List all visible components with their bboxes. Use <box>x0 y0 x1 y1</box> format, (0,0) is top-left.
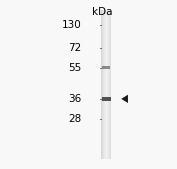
FancyBboxPatch shape <box>102 66 110 69</box>
FancyBboxPatch shape <box>108 10 109 159</box>
FancyBboxPatch shape <box>102 10 103 159</box>
Text: 55: 55 <box>68 63 81 73</box>
Polygon shape <box>121 95 128 103</box>
Text: 28: 28 <box>68 114 81 124</box>
FancyBboxPatch shape <box>105 10 106 159</box>
Text: 72: 72 <box>68 43 81 53</box>
FancyBboxPatch shape <box>101 10 111 159</box>
FancyBboxPatch shape <box>103 10 104 159</box>
FancyBboxPatch shape <box>104 10 105 159</box>
FancyBboxPatch shape <box>106 10 107 159</box>
Text: 36: 36 <box>68 94 81 104</box>
FancyBboxPatch shape <box>109 10 110 159</box>
FancyBboxPatch shape <box>110 10 111 159</box>
Text: kDa: kDa <box>92 7 113 17</box>
FancyBboxPatch shape <box>102 97 111 101</box>
FancyBboxPatch shape <box>101 10 102 159</box>
FancyBboxPatch shape <box>107 10 108 159</box>
Text: 130: 130 <box>62 19 81 30</box>
